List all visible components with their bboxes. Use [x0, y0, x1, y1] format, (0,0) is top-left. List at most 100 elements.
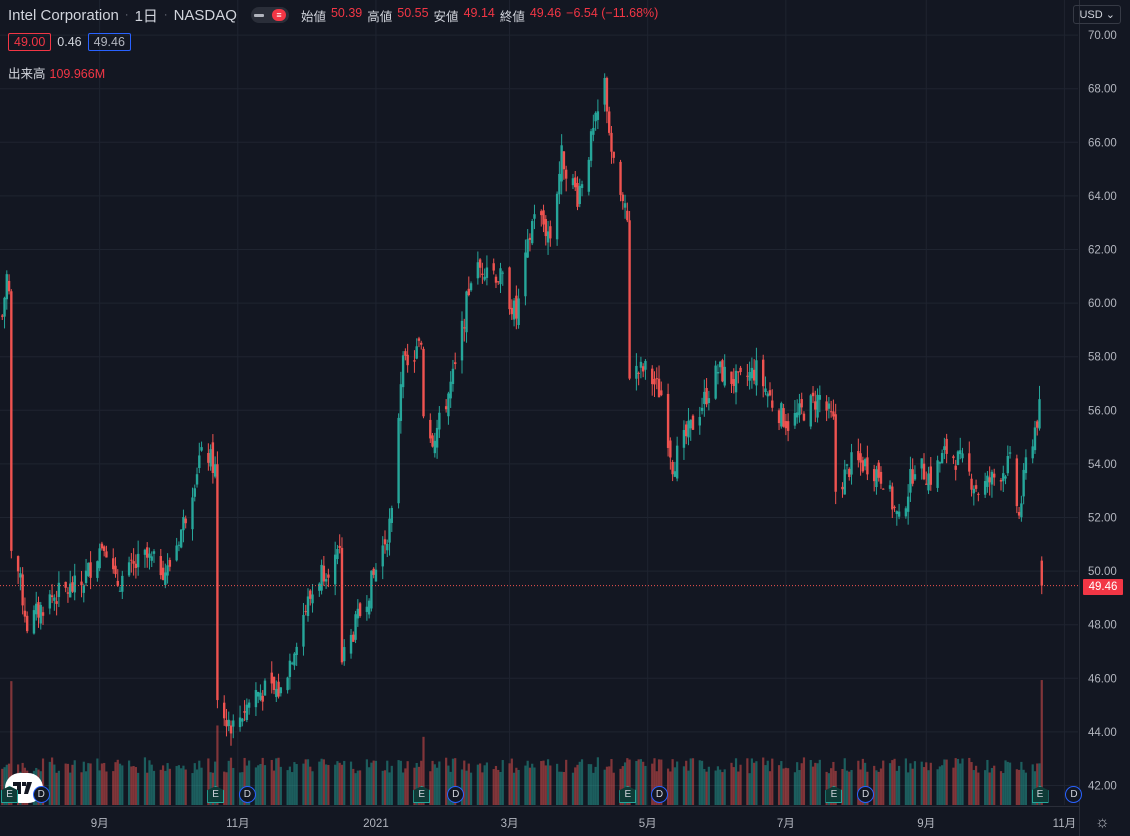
volume-bar	[431, 760, 434, 805]
candle-body	[970, 478, 973, 490]
dividend-icon[interactable]: D	[857, 786, 875, 803]
candle-body	[673, 471, 677, 477]
candle-body	[80, 581, 83, 586]
volume-bar	[796, 762, 799, 805]
volume-bar	[447, 765, 450, 805]
candle-body	[499, 268, 502, 285]
candle-body	[286, 677, 289, 691]
currency-button[interactable]: USD ⌄	[1073, 5, 1121, 24]
bid-box[interactable]: 49.00	[8, 33, 52, 51]
candle-body	[811, 392, 815, 397]
legend-toggle[interactable]: ≡	[250, 7, 289, 23]
volume-bar	[82, 761, 85, 805]
y-tick-label: 52.00	[1088, 513, 1117, 525]
volume-bar	[637, 759, 640, 805]
dividend-icon[interactable]: D	[651, 786, 669, 803]
chart-grid	[0, 0, 1078, 805]
volume-bar	[700, 760, 704, 805]
symbol-title[interactable]: Intel Corporation	[8, 6, 119, 24]
ask-box[interactable]: 49.46	[87, 33, 131, 51]
dividend-icon[interactable]: D	[447, 786, 465, 803]
candle-body	[691, 415, 695, 430]
candle-body	[687, 420, 690, 438]
candle-body	[358, 603, 362, 616]
dividend-icon[interactable]: D	[238, 786, 256, 803]
candle-body	[381, 545, 384, 567]
candle-body	[906, 496, 910, 512]
volume-bar	[499, 771, 502, 805]
candle-body	[272, 676, 276, 691]
earnings-icon[interactable]: E	[1, 786, 19, 803]
candle-body	[750, 367, 754, 379]
volume-bar	[936, 769, 939, 805]
earnings-icon[interactable]: E	[1031, 786, 1049, 803]
candle-body	[845, 464, 849, 466]
candle-body	[610, 132, 613, 152]
candle-body	[850, 452, 853, 475]
volume-bar	[977, 772, 980, 805]
volume-bar	[177, 765, 181, 805]
volume-bar	[798, 770, 801, 805]
candle-body	[322, 565, 326, 582]
low-value: 49.14	[463, 5, 495, 20]
volume-bar	[132, 766, 135, 805]
dividend-icon[interactable]: D	[1065, 786, 1083, 803]
settings-icon[interactable]: ☼	[1095, 814, 1110, 831]
candle-body	[909, 468, 912, 493]
volume-bar	[682, 766, 686, 805]
dividend-icon[interactable]: D	[32, 786, 50, 803]
candle-body	[895, 511, 899, 514]
candle-body	[127, 562, 131, 576]
volume-bar	[325, 764, 328, 805]
candle-body	[112, 558, 115, 570]
y-tick-label: 42.00	[1088, 781, 1117, 793]
candle-body	[800, 399, 803, 408]
earnings-icon[interactable]: E	[207, 786, 225, 803]
volume-bar	[954, 758, 957, 805]
candle-body	[177, 544, 181, 546]
candle-body	[469, 283, 473, 291]
volume-bar	[811, 766, 815, 805]
volume-bar	[660, 759, 663, 805]
candle-body	[3, 297, 6, 317]
candle-body	[764, 388, 767, 393]
volume-bar	[848, 771, 851, 805]
candle-body	[592, 127, 595, 135]
volume-bar	[417, 766, 421, 805]
candle-body	[256, 691, 260, 697]
candle-body	[621, 194, 624, 202]
volume-bar	[320, 758, 323, 805]
earnings-icon[interactable]: E	[825, 786, 843, 803]
candle-body	[447, 393, 450, 417]
volume-bar	[802, 757, 806, 805]
volume-bar	[232, 767, 235, 805]
candle-body	[1038, 399, 1041, 429]
volume-bar	[293, 762, 296, 805]
candle-body	[961, 453, 964, 459]
candle-body	[195, 474, 199, 485]
exchange-label: NASDAQ	[173, 6, 237, 24]
earnings-icon[interactable]: E	[413, 786, 431, 803]
volume-bar	[587, 764, 590, 805]
candle-body	[768, 390, 772, 396]
interval-label[interactable]: 1日	[134, 7, 158, 25]
candle-body	[25, 615, 29, 632]
candle-body	[893, 506, 896, 508]
candle-body	[619, 161, 622, 195]
volume-bar	[207, 758, 210, 805]
earnings-icon[interactable]: E	[619, 786, 637, 803]
ohlc-values: 始値 50.39 高値 50.55 安値 49.14 終値 49.46 −6.54 (−…	[301, 6, 658, 25]
volume-bar	[793, 772, 797, 805]
candle-body	[318, 583, 321, 591]
volume-legend: 出来高 109.966M	[8, 63, 105, 82]
volume-bar	[476, 764, 479, 805]
volume-bar	[644, 765, 647, 805]
candle-body	[653, 378, 656, 385]
volume-bar	[1038, 763, 1041, 805]
volume-bar	[1008, 762, 1012, 805]
y-tick-label: 68.00	[1088, 84, 1117, 96]
x-tick-label: 9月	[917, 818, 935, 830]
volume-bar	[508, 763, 511, 805]
